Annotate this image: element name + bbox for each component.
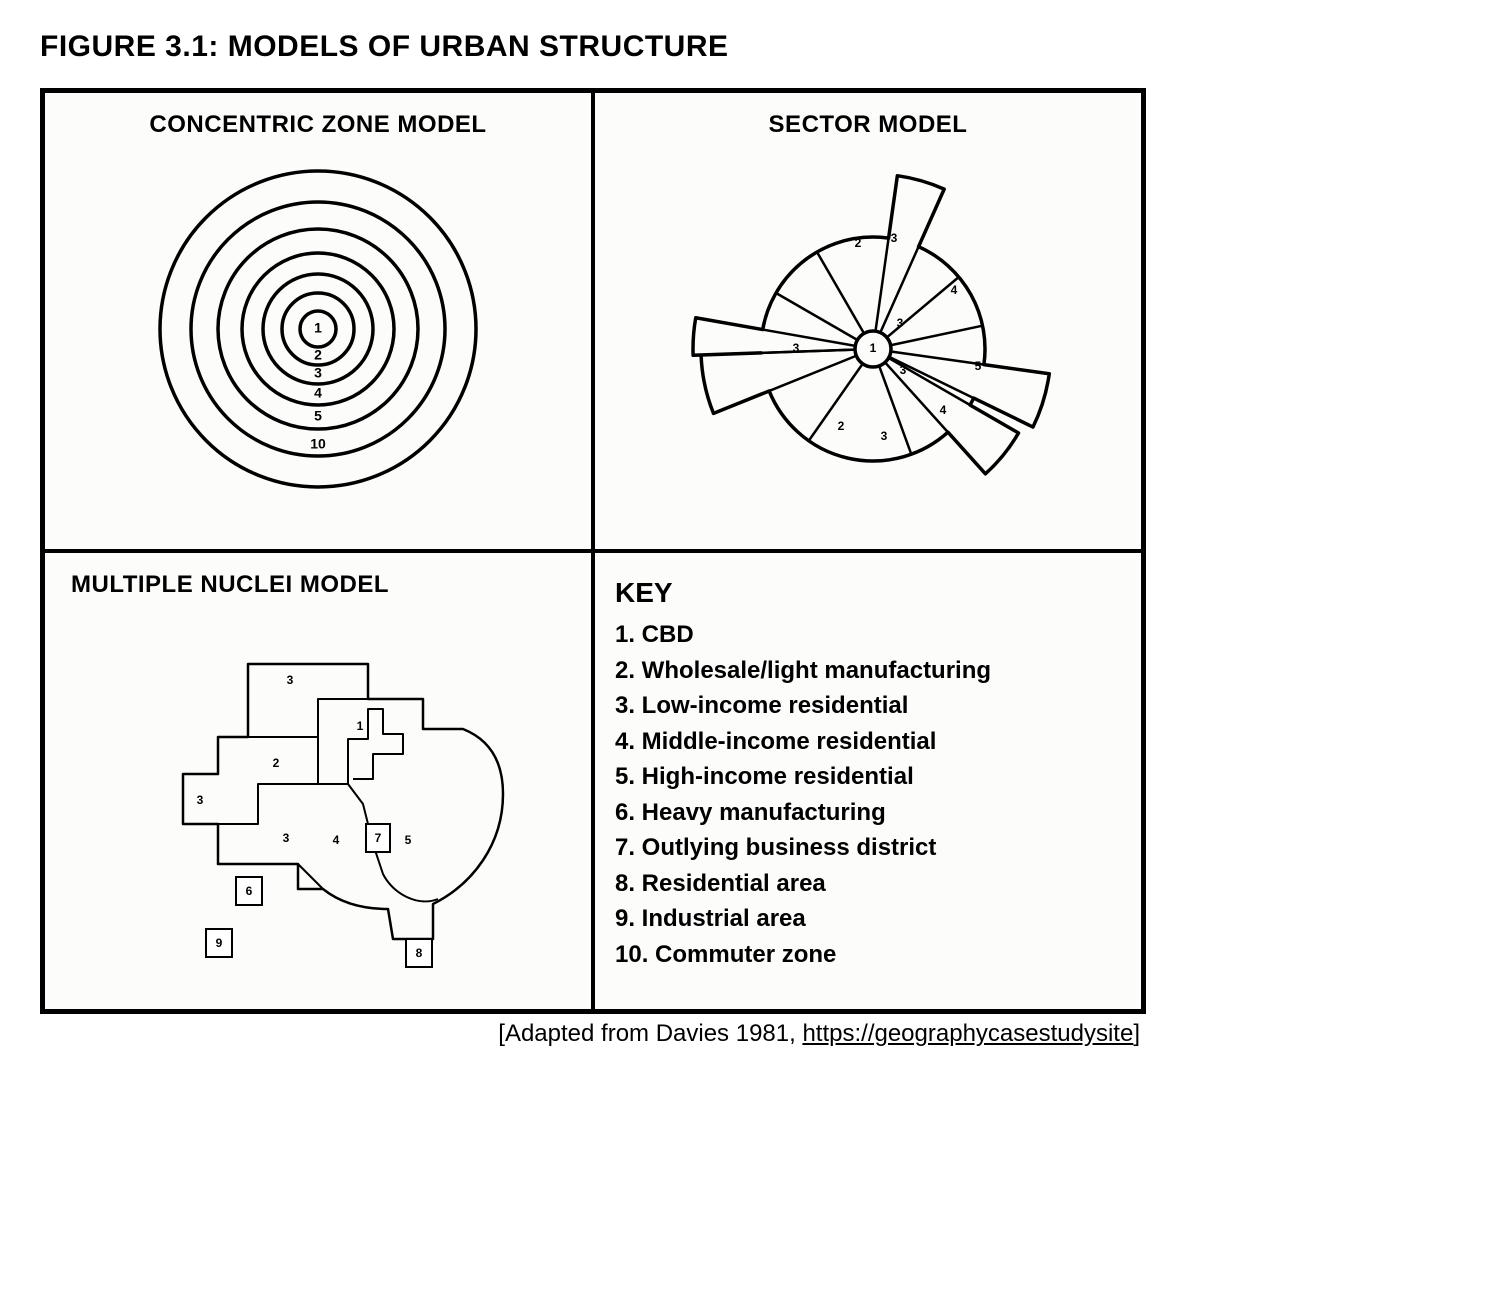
svg-text:3: 3 bbox=[197, 793, 204, 807]
panel-concentric-title: CONCENTRIC ZONE MODEL bbox=[65, 111, 571, 139]
svg-text:3: 3 bbox=[314, 365, 322, 381]
key-item: 8. Residential area bbox=[615, 866, 1121, 902]
key-item: 3. Low-income residential bbox=[615, 688, 1121, 724]
svg-text:2: 2 bbox=[838, 419, 845, 433]
svg-text:3: 3 bbox=[287, 673, 294, 687]
svg-text:8: 8 bbox=[416, 946, 423, 960]
panel-multiple-nuclei: MULTIPLE NUCLEI MODEL 3 1 2 3 3 4 7 5 6 9 8 bbox=[43, 551, 593, 1011]
key-item: 1. CBD bbox=[615, 617, 1121, 653]
panel-multiple-nuclei-title: MULTIPLE NUCLEI MODEL bbox=[65, 571, 571, 599]
svg-text:7: 7 bbox=[375, 831, 382, 845]
key-item: 4. Middle-income residential bbox=[615, 724, 1121, 760]
key-item: 7. Outlying business district bbox=[615, 830, 1121, 866]
key-item: 5. High-income residential bbox=[615, 759, 1121, 795]
svg-text:9: 9 bbox=[216, 936, 223, 950]
svg-text:3: 3 bbox=[891, 231, 898, 245]
svg-text:6: 6 bbox=[246, 884, 253, 898]
citation-prefix: [Adapted from Davies 1981, bbox=[498, 1020, 802, 1047]
svg-text:2: 2 bbox=[273, 756, 280, 770]
svg-text:4: 4 bbox=[951, 283, 958, 297]
svg-text:4: 4 bbox=[333, 833, 340, 847]
svg-text:3: 3 bbox=[900, 363, 907, 377]
svg-text:3: 3 bbox=[897, 316, 904, 330]
key-list: 1. CBD2. Wholesale/light manufacturing3.… bbox=[615, 617, 1121, 972]
svg-text:10: 10 bbox=[310, 436, 326, 452]
svg-text:5: 5 bbox=[314, 408, 322, 424]
concentric-diagram: 1 2 3 4 5 10 bbox=[65, 149, 571, 509]
svg-text:1: 1 bbox=[314, 320, 322, 336]
svg-text:4: 4 bbox=[940, 403, 947, 417]
figure-title: FIGURE 3.1: MODELS OF URBAN STRUCTURE bbox=[40, 30, 1460, 64]
panel-concentric: CONCENTRIC ZONE MODEL 1 2 3 4 5 10 bbox=[43, 91, 593, 551]
key-title: KEY bbox=[615, 577, 1121, 609]
svg-text:2: 2 bbox=[855, 236, 862, 250]
svg-text:1: 1 bbox=[870, 341, 877, 355]
panel-key: KEY 1. CBD2. Wholesale/light manufacturi… bbox=[593, 551, 1143, 1011]
citation: [Adapted from Davies 1981, https://geogr… bbox=[40, 1020, 1140, 1048]
key-item: 10. Commuter zone bbox=[615, 937, 1121, 973]
citation-link[interactable]: https://geographycasestudysite bbox=[802, 1020, 1133, 1047]
svg-text:3: 3 bbox=[793, 341, 800, 355]
svg-text:3: 3 bbox=[283, 831, 290, 845]
key-item: 9. Industrial area bbox=[615, 901, 1121, 937]
svg-text:5: 5 bbox=[975, 359, 982, 373]
panel-sector-title: SECTOR MODEL bbox=[615, 111, 1121, 139]
key-item: 2. Wholesale/light manufacturing bbox=[615, 653, 1121, 689]
svg-text:2: 2 bbox=[314, 347, 322, 363]
figure-grid: CONCENTRIC ZONE MODEL 1 2 3 4 5 10 SECTOR MOD… bbox=[40, 88, 1146, 1014]
citation-suffix: ] bbox=[1133, 1020, 1140, 1047]
multiple-nuclei-diagram: 3 1 2 3 3 4 7 5 6 9 8 bbox=[65, 609, 571, 989]
svg-text:4: 4 bbox=[314, 385, 322, 401]
sector-diagram: 2 3 4 3 1 3 5 3 4 2 3 bbox=[615, 149, 1121, 529]
key-item: 6. Heavy manufacturing bbox=[615, 795, 1121, 831]
svg-text:3: 3 bbox=[881, 429, 888, 443]
panel-sector: SECTOR MODEL 2 3 4 3 1 3 5 3 4 2 3 bbox=[593, 91, 1143, 551]
svg-text:5: 5 bbox=[405, 833, 412, 847]
svg-text:1: 1 bbox=[357, 719, 364, 733]
